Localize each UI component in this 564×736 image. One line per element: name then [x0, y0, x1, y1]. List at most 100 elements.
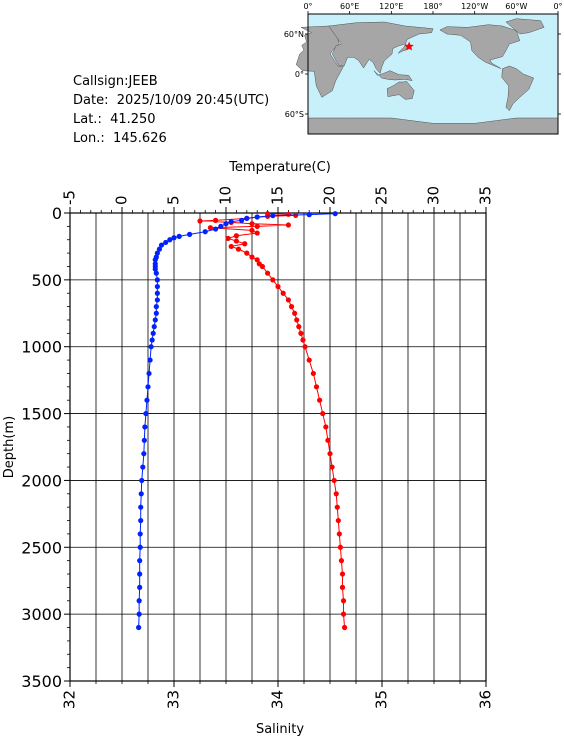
salinity-point [317, 397, 323, 403]
salinity-point [306, 357, 312, 363]
temperature-point [167, 237, 173, 243]
temperature-point [138, 504, 144, 510]
temperature-point [163, 239, 169, 246]
salinity-point [337, 544, 343, 550]
station-info: Callsign:JEEB Date: 2025/10/09 20:45(UTC… [73, 72, 269, 148]
salinity-point [338, 558, 345, 564]
map-land-asia [328, 21, 434, 74]
salinity-point [323, 424, 329, 430]
plot-frame [69, 212, 487, 682]
temperature-point [306, 212, 312, 218]
salinity-point [280, 290, 286, 296]
map-labels: 0° 60°E 120°E 180° 120°W 60°W 0° 60°N 0° 60°S [284, 2, 563, 119]
temperature-series [136, 211, 338, 631]
salinity-point [294, 317, 300, 323]
salinity-point [333, 491, 339, 497]
salinity-line [199, 213, 346, 628]
salinity-point [329, 464, 335, 470]
temperature-point [140, 464, 146, 470]
temperature-point [154, 290, 160, 296]
temperature-point [138, 517, 144, 524]
salinity-point [285, 297, 291, 303]
salinity-point [235, 246, 242, 252]
map-lon-label: 120°E [379, 2, 403, 11]
salinity-point [249, 254, 255, 260]
salinity-tick-label: 36 [477, 690, 495, 709]
salinity-point [336, 531, 342, 537]
temperature-point [171, 235, 177, 241]
map-lon-label: 180° [423, 2, 442, 11]
salinity-point [233, 233, 239, 239]
depth-tick-label: 2000 [21, 471, 62, 490]
salinity-tick-label: 32 [61, 690, 79, 709]
temperature-point [148, 344, 154, 350]
temperature-point [149, 337, 155, 343]
map-lon-label: 120°W [461, 2, 488, 11]
salinity-point [256, 261, 262, 267]
temperature-point [244, 215, 250, 221]
temperature-point [254, 214, 260, 220]
depth-tick-label: 1000 [21, 338, 62, 357]
temperature-point [154, 277, 160, 283]
salinity-point [339, 571, 346, 577]
salinity-point [327, 451, 333, 457]
temperature-axis-title: Temperature(C) [228, 160, 331, 175]
temperature-point [187, 231, 193, 237]
longitude-text: Lon.: 145.626 [73, 131, 167, 146]
location-map: 0° 60°E 120°E 180° 120°W 60°W 0° 60°N 0° 60°S [284, 2, 563, 135]
salinity-point [339, 584, 346, 591]
station-star [404, 41, 414, 51]
temperature-point [154, 250, 160, 256]
salinity-point [296, 324, 302, 330]
temperature-tick-label: 25 [373, 186, 391, 205]
salinity-point [292, 310, 298, 316]
salinity-point [293, 212, 299, 219]
map-land-south-america [501, 65, 534, 111]
temperature-point [154, 283, 160, 290]
salinity-point [325, 437, 331, 443]
salinity-point [300, 337, 306, 343]
salinity-point [254, 257, 260, 263]
salinity-point [244, 250, 250, 256]
salinity-point [213, 217, 219, 223]
salinity-point [331, 477, 337, 484]
temperature-tick-label: -5 [61, 190, 79, 205]
map-land-indonesia [373, 70, 413, 81]
map-land-north-america [439, 24, 521, 69]
depth-tick-label: 500 [31, 271, 62, 290]
temperature-point [151, 324, 157, 330]
temperature-point [202, 229, 208, 235]
salinity-point [254, 223, 260, 229]
map-lat-label: 60°N [284, 30, 304, 39]
temperature-tick-label: 0 [113, 195, 131, 205]
salinity-point [335, 517, 341, 524]
map-land-greenland [505, 18, 545, 35]
salinity-point [270, 277, 276, 283]
salinity-point [249, 221, 255, 227]
salinity-tick-label: 33 [165, 690, 183, 709]
map-lat-label: 60°S [285, 110, 304, 119]
temperature-point [332, 211, 338, 217]
temperature-point [137, 584, 143, 591]
temperature-point [136, 624, 142, 631]
temperature-point [144, 397, 150, 403]
temperature-point [156, 246, 163, 252]
salinity-point [334, 504, 340, 510]
salinity-point [265, 270, 271, 276]
temperature-point [153, 304, 159, 310]
temperature-point [145, 384, 151, 390]
salinity-tick-label: 34 [269, 690, 287, 709]
temperature-point [147, 357, 153, 363]
salinity-point [313, 384, 320, 390]
salinity-point [275, 283, 281, 290]
map-lon-label: 0° [303, 2, 312, 11]
temperature-tick-label: 30 [425, 186, 443, 205]
temperature-point [228, 219, 234, 225]
salinity-point [288, 304, 295, 310]
latitude-text: Lat.: 41.250 [73, 112, 156, 127]
salinity-point [197, 218, 203, 224]
temperature-point [139, 477, 145, 484]
callsign-text: Callsign:JEEB [73, 74, 158, 89]
salinity-point [233, 238, 239, 244]
